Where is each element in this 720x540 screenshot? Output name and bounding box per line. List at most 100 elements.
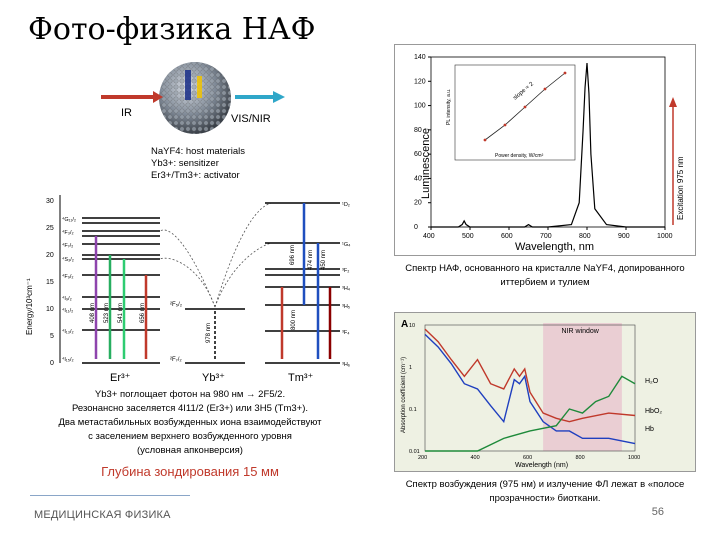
description-line-1: Yb3+ поглощает фотон на 980 нм → 2F5/2. [94, 389, 286, 400]
spectrum-chart: Luminescence Wavelength, nm Excitation 9… [414, 54, 685, 253]
er-level-4i13: ⁴I₁₃/₂ [62, 328, 74, 335]
description-line-5: (условная апконверсия) [137, 445, 243, 456]
er-level-4f3: ⁴F₃/₂ [62, 229, 74, 236]
tm-level-3f2: ³F₂ [342, 268, 349, 274]
slide-title: Фото-физика НАФ [28, 12, 316, 47]
energy-axis-label: Energy/10³cm⁻¹ [25, 278, 34, 335]
probing-depth-text: Глубина зондирования 15 мм [101, 464, 279, 479]
er-level-4s3: ⁴S₃/₂ [62, 256, 74, 263]
ytick-5: 5 [50, 333, 54, 340]
spectrum-ylabel: Luminescence [420, 128, 432, 199]
er-level-4i9: ⁴I₉/₂ [62, 295, 72, 302]
spectrum-xtick-label: 400 [423, 233, 435, 240]
tm-level-1d2: ¹D₂ [342, 202, 350, 208]
absorption-xtick-label: 200 [418, 455, 427, 461]
absorption-xtick-label: 400 [471, 455, 480, 461]
ytick-30: 30 [46, 198, 54, 205]
nanoparticle-illustration: IR VIS/NIR NaYF4: host materials Yb3+: s… [101, 62, 285, 180]
absorption-panel-label: A [401, 319, 408, 330]
er-emission-408: 408 nm [90, 303, 96, 323]
ion-label-yb: Yb³⁺ [202, 372, 225, 384]
vis-nir-label: VIS/NIR [231, 113, 271, 125]
tm-level-3h4: ³H₄ [342, 286, 351, 292]
absorption-xtick-label: 1000 [628, 455, 640, 461]
absorption-caption: Спектр возбуждения (975 нм) и излучение … [405, 479, 685, 504]
spectrum-xtick-label: 500 [462, 233, 474, 240]
tm-level-3f4: ³F₄ [342, 330, 350, 336]
absorption-ylabel: Absorption coefficient (cm⁻¹) [401, 357, 407, 433]
spectrum-xlabel: Wavelength, nm [515, 241, 594, 253]
absorption-xtick-label: 800 [576, 455, 585, 461]
spectrum-xtick-label: 1000 [657, 233, 673, 240]
er-level-4f7: ⁴F₇/₂ [62, 242, 73, 249]
absorption-series-line [425, 375, 636, 452]
spectrum-ytick-label: 80 [414, 127, 422, 134]
legend-h2o: H₂O [645, 378, 659, 385]
absorption-ytick-label: 1 [409, 365, 412, 371]
nir-window-band [543, 323, 622, 451]
inset-xlabel: Power density, W/cm² [495, 153, 544, 159]
spectrum-xtick-label: 900 [618, 233, 630, 240]
spectrum-ytick-label: 20 [414, 200, 422, 207]
spectrum-xtick-label: 700 [540, 233, 552, 240]
absorption-chart: A Absorption coefficient (cm⁻¹) Waveleng… [395, 313, 695, 471]
spectrum-ytick-label: 40 [414, 175, 422, 182]
description-block: Yb3+ поглощает фотон на 980 нм → 2F5/2. … [20, 388, 360, 458]
er-emission-656: 656 nm [140, 303, 146, 323]
absorption-xtick-label: 600 [523, 455, 532, 461]
ir-label: IR [121, 107, 132, 119]
spectrum-ytick-label: 100 [414, 103, 426, 110]
yb-level-2f7: ²F₇/₂ [170, 357, 182, 363]
tm-level-3h5: ³H₅ [342, 304, 350, 310]
tm-emission-696: 696 nm [290, 245, 296, 265]
absorption-ytick-label: 0.1 [409, 407, 417, 413]
page-number: 56 [651, 506, 664, 518]
absorption-ytick-label: 0.01 [409, 449, 420, 455]
footer-course-title: МЕДИЦИНСКАЯ ФИЗИКА [34, 509, 171, 521]
er-emission-523: 523 nm [104, 303, 110, 323]
spectrum-ytick-label: 120 [414, 78, 426, 85]
spectrum-xtick-label: 800 [579, 233, 591, 240]
spectrum-xtick-label: 600 [501, 233, 513, 240]
absorption-series-line [424, 333, 636, 445]
excitation-label: Excitation 975 nm [676, 156, 685, 220]
description-line-4: с заселением верхнего возбужденного уров… [88, 431, 292, 442]
er-level-4i15: ⁴I₁₅/₂ [62, 356, 74, 363]
nir-window-label: NIR window [562, 328, 600, 335]
description-line-2: Резонансно заселяется 4I11/2 (Er3+) или … [71, 403, 309, 414]
ytick-25: 25 [46, 225, 54, 232]
absorption-plot-frame [424, 324, 636, 452]
legend-activator: Er3+/Tm3+: activator [151, 170, 240, 180]
tm-emission-450: 450 nm [321, 250, 327, 270]
er-level-4f9: ⁴F₉/₂ [62, 273, 74, 280]
tm-emission-800: 800 nm [291, 310, 297, 330]
ion-label-er: Er³⁺ [110, 372, 131, 384]
spectrum-series-line [431, 63, 665, 228]
footer-rule [30, 495, 190, 496]
legend-host: NaYF4: host materials [151, 146, 245, 157]
er-level-4i11: ⁴I₁₁/₂ [62, 307, 73, 314]
description-line-3: Два метастабильных возбужденных иона вза… [58, 417, 322, 428]
legend-hb: Hb [645, 426, 654, 433]
spectrum-ytick-label: 0 [414, 224, 418, 231]
er-level-4g11: ⁴G₁₁/₂ [62, 216, 76, 223]
spectrum-panel: Luminescence Wavelength, nm Excitation 9… [394, 44, 696, 256]
absorption-series-line [424, 328, 636, 423]
spectrum-ytick-label: 140 [414, 54, 426, 61]
tm-level-1g4: ¹G₄ [342, 242, 351, 248]
ytick-0: 0 [50, 360, 54, 367]
er-emission-541: 541 nm [118, 303, 124, 323]
tm-emission-474: 474 nm [308, 250, 314, 270]
absorption-xlabel: Wavelength (nm) [515, 462, 568, 469]
ytick-15: 15 [46, 279, 54, 286]
spectrum-caption: Спектр НАФ, основанного на кристалле NaY… [405, 263, 685, 288]
spectrum-ytick-label: 60 [414, 151, 422, 158]
tm-level-3h6: ³H₆ [342, 362, 350, 368]
yb-level-2f5: ²F₅/₂ [170, 302, 183, 308]
legend-sensitizer: Yb3+: sensitizer [151, 158, 219, 169]
legend-hbo2: HbO₂ [645, 408, 662, 415]
absorption-ytick-label: 10 [409, 323, 415, 329]
ytick-10: 10 [46, 306, 54, 313]
inset-ylabel: PL intensity, a.u. [446, 89, 452, 125]
energy-level-diagram: 0 5 10 15 20 25 30 Energy/10³cm⁻¹ 408 nm… [25, 195, 351, 384]
